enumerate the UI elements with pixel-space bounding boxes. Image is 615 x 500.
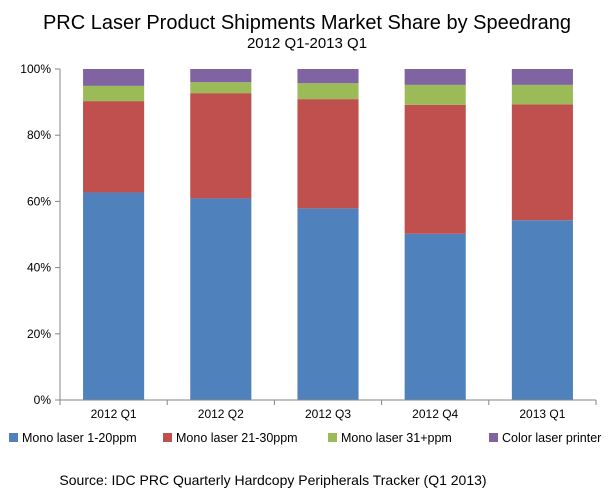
legend-label: Mono laser 21-30ppm	[176, 431, 298, 445]
bar-segment	[190, 93, 252, 199]
bar-segment	[83, 101, 145, 193]
bar-segment	[297, 99, 359, 209]
x-axis: 2012 Q1 2012 Q2 2012 Q3 2012 Q4 2013 Q1	[59, 399, 597, 421]
y-tick-label: 0%	[34, 393, 52, 407]
chart-subtitle: 2012 Q1-2013 Q1	[247, 35, 367, 52]
bars	[83, 69, 573, 400]
bar-segment	[404, 69, 466, 85]
legend-swatch	[328, 433, 337, 442]
x-tick-label: 2013 Q1	[519, 407, 565, 421]
x-tick-label: 2012 Q4	[412, 407, 458, 421]
legend-label: Mono laser 31+ppm	[341, 431, 452, 445]
bar-segment	[297, 69, 359, 84]
x-tick-label: 2012 Q1	[91, 407, 137, 421]
bar-segment	[83, 192, 145, 400]
bar-segment	[83, 85, 145, 102]
y-axis: 0% 20% 40% 60% 80% 100%	[20, 62, 61, 407]
legend-label: Color laser printer	[502, 431, 601, 445]
legend-label: Mono laser 1-20ppm	[22, 431, 137, 445]
bar-segment	[297, 208, 359, 400]
bar-segment	[190, 198, 252, 400]
bar-segment	[404, 84, 466, 105]
legend-swatch	[489, 433, 498, 442]
chart-title: PRC Laser Product Shipments Market Share…	[43, 12, 571, 34]
bar-segment	[511, 220, 573, 400]
bar-segment	[511, 69, 573, 85]
x-tick-label: 2012 Q2	[198, 407, 244, 421]
bar-segment	[404, 233, 466, 400]
source-note: Source: IDC PRC Quarterly Hardcopy Perip…	[59, 472, 486, 488]
bar-segment	[511, 84, 573, 105]
legend-swatch	[163, 433, 172, 442]
y-tick-label: 40%	[27, 261, 51, 275]
y-tick-label: 60%	[27, 194, 51, 208]
bar-segment	[511, 104, 573, 221]
y-tick-label: 80%	[27, 128, 51, 142]
legend-swatch	[9, 433, 18, 442]
bar-segment	[404, 104, 466, 234]
y-tick-label: 20%	[27, 327, 51, 341]
bar-segment	[190, 82, 252, 94]
x-tick-label: 2012 Q3	[305, 407, 351, 421]
bar-segment	[83, 69, 145, 86]
y-tick-label: 100%	[20, 62, 51, 76]
legend: Mono laser 1-20ppm Mono laser 21-30ppm Mon…	[9, 431, 601, 445]
bar-segment	[297, 83, 359, 100]
bar-segment	[190, 69, 252, 83]
